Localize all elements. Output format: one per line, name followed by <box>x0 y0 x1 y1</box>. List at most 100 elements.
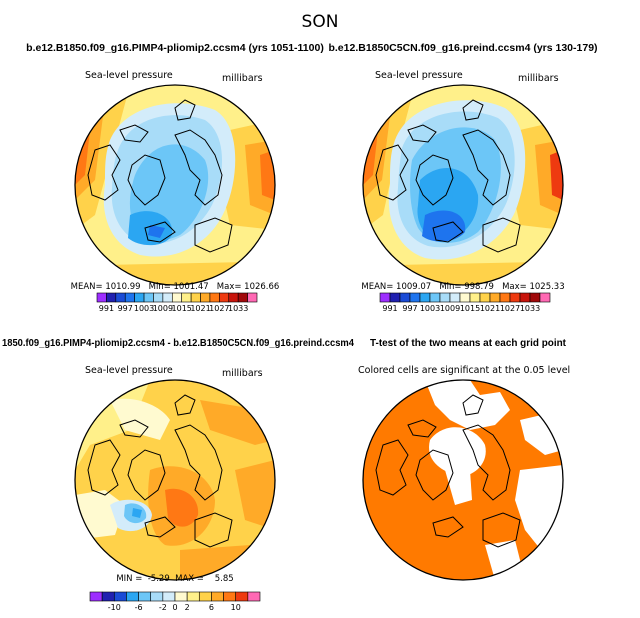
panel-b-colorbar-swatch <box>459 292 471 303</box>
panel-a-colorbar-swatch <box>171 292 182 303</box>
panel-c-field-region <box>110 398 170 440</box>
panel-b-colorbar-swatch <box>519 292 531 303</box>
panel-d-insignificant-region <box>429 427 486 476</box>
panel-a-colorbar-tick-label: 1009 <box>153 304 173 313</box>
panel-a-colorbar-tick-label: 1027 <box>209 304 229 313</box>
panel-b-colorbar-swatch <box>489 292 501 303</box>
panel-c-units-label: millibars <box>222 368 263 379</box>
panel-b-colorbar-swatch <box>529 292 541 303</box>
panel-b-boundary <box>362 84 564 286</box>
figure-title: SON <box>302 12 339 32</box>
panel-b-colorbar-swatch <box>429 292 441 303</box>
panel-b-colorbar-swatch <box>379 292 391 303</box>
panel-b-colorbar-swatch <box>389 292 401 303</box>
panel-b-field-label: Sea-level pressure <box>375 70 463 81</box>
panel-d-boundary <box>362 379 564 581</box>
panel-c-colorbar-swatch <box>162 591 176 602</box>
panel-c-colorbar-swatch <box>223 591 237 602</box>
panel-b-stats: MEAN= 1009.07 Min= 998.79 Max= 1025.33 <box>361 282 564 292</box>
panel-b-colorbar-swatch <box>419 292 431 303</box>
panel-b-heading: b.e12.B1850C5CN.f09_g16.preind.ccsm4 (yr… <box>328 42 597 54</box>
panel-c-colorbar-tick-label: 6 <box>209 603 214 612</box>
panel-b-colorbar-swatch <box>409 292 421 303</box>
panel-b-colorbar-tick-label: 1009 <box>440 304 460 313</box>
panel-a-colorbar-swatch <box>247 292 258 303</box>
panel-c-colorbar-swatch <box>198 591 212 602</box>
panel-d-map <box>362 379 564 581</box>
panel-b-field-region <box>422 210 466 242</box>
panel-a-colorbar-swatch <box>200 292 211 303</box>
panel-c-colorbar-swatch <box>211 591 224 602</box>
panel-a-colorbar-swatch <box>134 292 145 303</box>
panel-b-colorbar-tick-label: 1003 <box>420 304 440 313</box>
panel-a-field-label: Sea-level pressure <box>85 70 173 81</box>
panel-c-colorbar-tick-label: -2 <box>159 603 167 612</box>
panel-b-colorbar-swatch <box>439 292 451 303</box>
panel-d-insignificant-region <box>425 380 510 430</box>
panel-a-colorbar-tick-label: 1015 <box>172 304 192 313</box>
panel-c-field-region <box>132 508 142 518</box>
panel-b-colorbar-tick-label: 1015 <box>460 304 480 313</box>
panel-c-colorbar-tick-label: 0 <box>172 603 177 612</box>
panel-c-heading: 1850.f09_g16.PIMP4-pliomip2.ccsm4 - b.e1… <box>2 337 354 349</box>
panel-b-colorbar-tick-label: 1021 <box>480 304 500 313</box>
panel-c-colorbar-swatch <box>174 591 188 602</box>
panel-c-colorbar-swatch <box>150 591 164 602</box>
panel-c-colorbar-tick-label: -10 <box>108 603 121 612</box>
panel-b-colorbar-swatch <box>449 292 461 303</box>
panel-b-colorbar: 991 997 1003 1009 1015 1021 1027 1033 <box>379 292 551 313</box>
panel-c-colorbar-swatch <box>138 591 152 602</box>
panel-a-stats: MEAN= 1010.99 Min= 1001.47 Max= 1026.66 <box>71 282 280 292</box>
panel-b-colorbar-swatch <box>539 292 551 303</box>
panel-b-units-label: millibars <box>518 73 559 84</box>
panel-c-colorbar-swatch <box>186 591 200 602</box>
panel-c-map <box>74 379 276 581</box>
panel-c-coastlines <box>87 394 233 548</box>
panel-d-field-label: Colored cells are significant at the 0.0… <box>358 365 570 376</box>
panel-b-colorbar-swatch <box>499 292 511 303</box>
panel-a-colorbar-swatch <box>143 292 154 303</box>
panel-a-colorbar-swatch <box>124 292 135 303</box>
panel-d-insignificant-region <box>445 470 472 505</box>
panel-b-colorbar-swatch <box>399 292 411 303</box>
panel-a-colorbar-swatch <box>106 292 117 303</box>
panel-c-field-label: Sea-level pressure <box>85 365 173 376</box>
panel-a-colorbar-swatch <box>96 292 107 303</box>
panel-c-colorbar-tick-label: -6 <box>135 603 143 612</box>
panel-b-colorbar-tick-label: 1027 <box>500 304 520 313</box>
panel-a-coastlines <box>87 99 233 253</box>
panel-a-colorbar-swatch <box>228 292 239 303</box>
panel-a-colorbar-tick-label: 1021 <box>190 304 210 313</box>
panel-a-colorbar-swatch <box>153 292 164 303</box>
panel-a-units-label: millibars <box>222 73 263 84</box>
panel-a-heading: b.e12.B1850.f09_g16.PIMP4-pliomip2.ccsm4… <box>26 42 324 54</box>
panel-c-field-region <box>235 460 275 530</box>
panel-c-colorbar-swatch <box>113 591 127 602</box>
panel-c-colorbar-tick-label: 10 <box>231 603 241 612</box>
panel-b-map <box>362 84 564 286</box>
panel-b-field-region <box>550 150 563 200</box>
panel-c-colorbar-swatch <box>247 591 261 602</box>
panel-a-field-region <box>148 225 165 238</box>
panel-c-colorbar-swatch <box>89 591 103 602</box>
panel-b-coastlines <box>375 99 521 253</box>
panel-a-colorbar-swatch <box>190 292 201 303</box>
panel-a-colorbar-swatch <box>181 292 192 303</box>
panel-b-colorbar-swatch <box>479 292 491 303</box>
panel-c-colorbar: -10 -6 -2 0 2 6 10 <box>89 591 261 612</box>
panel-a-colorbar-tick-label: 1033 <box>228 304 248 313</box>
panel-a-colorbar-tick-label: 1003 <box>134 304 154 313</box>
panel-b-colorbar-tick-label: 1033 <box>520 304 540 313</box>
panel-a-map <box>74 84 276 286</box>
panel-a-boundary <box>74 84 276 286</box>
panel-c-colorbar-tick-label: 2 <box>185 603 190 612</box>
panel-d-coastlines <box>375 394 521 548</box>
panel-a-colorbar-swatch <box>219 292 230 303</box>
panel-a-field-region <box>260 150 275 200</box>
panel-b-colorbar-tick-label: 991 <box>382 304 397 313</box>
panel-b-colorbar-swatch <box>509 292 521 303</box>
panel-c-colorbar-swatch <box>101 591 115 602</box>
panel-a-colorbar-swatch <box>237 292 248 303</box>
